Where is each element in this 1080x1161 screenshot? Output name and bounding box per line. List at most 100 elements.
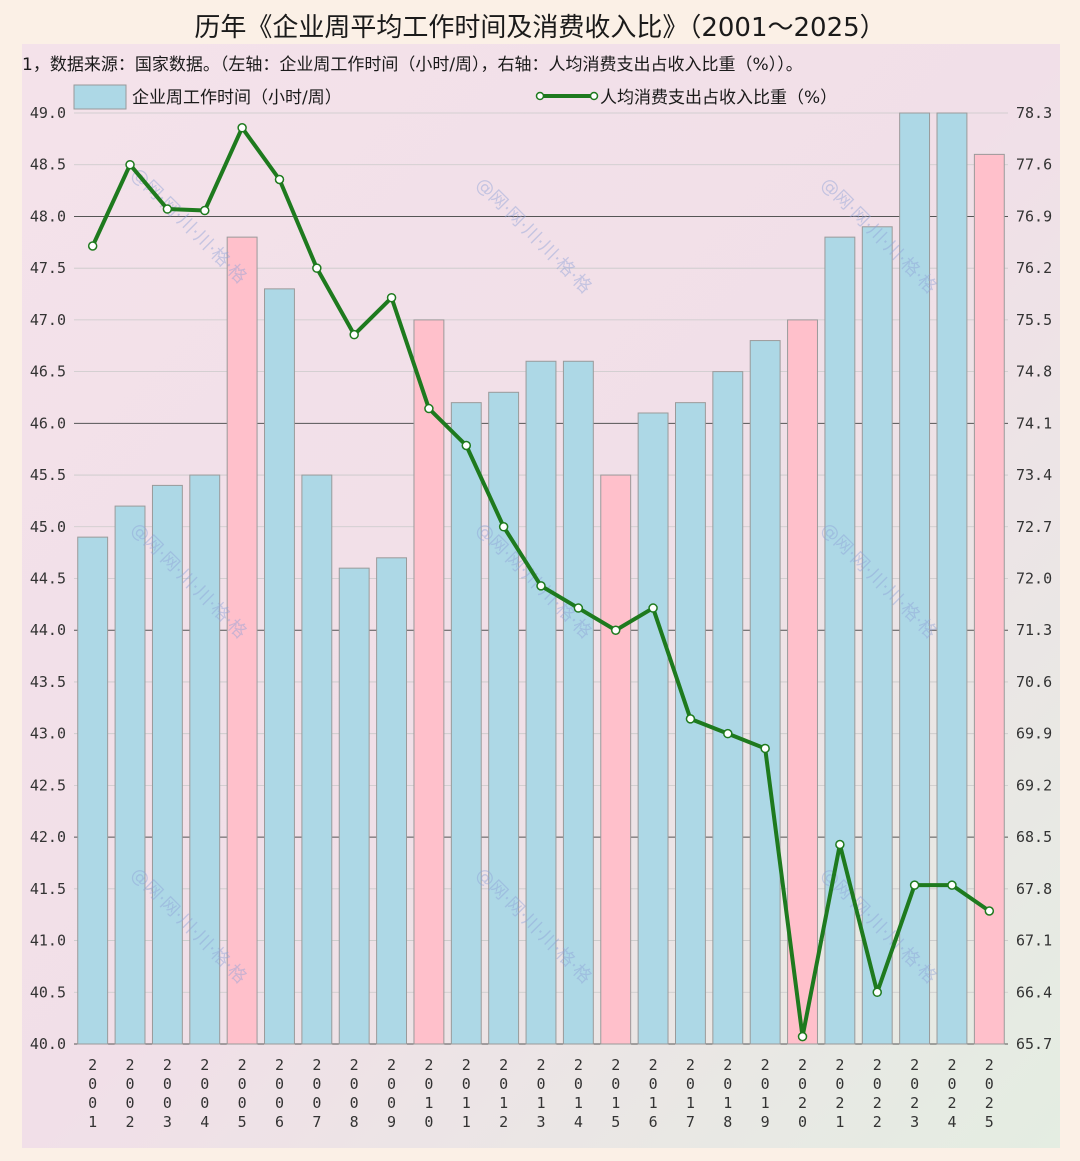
line-point-2006	[274, 174, 285, 185]
line-series	[87, 123, 995, 1042]
line-point-2015	[610, 625, 621, 635]
y-right-tick-label: 66.4	[1016, 983, 1052, 1001]
y-left-tick-label: 47.5	[30, 259, 66, 277]
y-left-tick-label: 44.0	[30, 621, 66, 639]
bar-2007	[301, 474, 333, 1045]
y-right-tick-label: 69.9	[1016, 725, 1052, 743]
bar-2009	[376, 557, 408, 1045]
y-left-tick-label: 41.5	[30, 880, 66, 898]
y-right-tick-label: 77.6	[1016, 156, 1052, 174]
line-point-2021	[835, 839, 845, 850]
bar-2022	[861, 226, 893, 1045]
bar-2002	[114, 505, 146, 1045]
chart-note: 1，数据来源：国家数据。（左轴：企业周工作时间（小时/周），右轴：人均消费支出占…	[22, 55, 803, 75]
line-point-2022	[872, 987, 882, 998]
line-point-2023	[909, 880, 920, 890]
y-left-tick-label: 43.5	[30, 673, 66, 691]
y-right-tick-label: 74.1	[1016, 414, 1052, 432]
line-point-2004	[200, 205, 210, 216]
legend-bar-swatch	[73, 84, 127, 110]
bar-series	[77, 112, 1005, 1045]
y-right-tick-label: 69.2	[1016, 776, 1052, 794]
y-right-tick-label: 70.6	[1016, 673, 1052, 691]
y-right-tick-label: 74.8	[1016, 363, 1052, 381]
bar-2018	[712, 371, 744, 1045]
line-point-2020	[797, 1031, 808, 1042]
line-point-2014	[573, 603, 584, 613]
bar-2004	[189, 474, 221, 1045]
y-right-tick-label: 76.9	[1016, 207, 1052, 225]
y-left-tick-label: 45.0	[30, 518, 66, 536]
bar-2012	[488, 391, 520, 1045]
line-point-2008	[349, 329, 359, 340]
y-right-tick-label: 72.7	[1016, 518, 1052, 536]
y-right-tick-label: 65.7	[1016, 1035, 1052, 1053]
line-point-2016	[648, 603, 658, 613]
y-left-tick-label: 41.0	[30, 932, 66, 950]
y-right-tick-label: 68.5	[1016, 828, 1052, 846]
line-point-2013	[536, 581, 546, 591]
line-point-2005	[237, 123, 247, 133]
legend-line-marker-left	[535, 91, 545, 101]
y-axis-right: 65.7 66.4 67.1 67.8 68.5 69.2 69.9 70.6 71.3 72.0…	[1016, 104, 1052, 1053]
line-point-2018	[723, 728, 733, 739]
line-point-2012	[498, 522, 509, 532]
y-right-tick-label: 67.8	[1016, 880, 1052, 898]
bar-2011	[450, 402, 482, 1045]
y-left-tick-label: 43.0	[30, 725, 66, 743]
line-point-2019	[760, 743, 770, 754]
bar-2006	[264, 288, 295, 1045]
y-right-tick-label: 73.4	[1016, 466, 1052, 484]
y-left-tick-label: 40.0	[30, 1035, 66, 1053]
bar-2005	[226, 236, 258, 1045]
y-left-tick-label: 47.0	[30, 311, 66, 329]
y-left-tick-label: 46.0	[30, 414, 66, 432]
bar-2010	[413, 319, 445, 1045]
line-point-2007	[312, 263, 322, 273]
line-point-2002	[125, 159, 135, 170]
bar-2019	[749, 340, 781, 1045]
y-left-tick-label: 46.5	[30, 363, 66, 381]
y-left-tick-label: 42.0	[30, 828, 66, 846]
line-point-2017	[685, 714, 696, 724]
bar-2008	[338, 567, 370, 1045]
y-left-tick-label: 44.5	[30, 570, 66, 588]
y-left-tick-label: 48.5	[30, 156, 66, 174]
y-left-tick-label: 45.5	[30, 466, 66, 484]
bar-2016	[637, 412, 669, 1045]
y-left-tick-label: 49.0	[30, 104, 66, 122]
y-right-tick-label: 75.5	[1016, 311, 1052, 329]
bar-2021	[824, 236, 856, 1045]
x-axis: 2 0 0 1 2 0 0 2 2 0 0 3 2 0 0 4 2 0 0 5 2 0 0 6 2 0 0 7 2 0 0 8 2 0 0 9 2 0 1 0…	[88, 1056, 994, 1131]
line-point-2011	[461, 440, 472, 451]
y-right-tick-label: 76.2	[1016, 259, 1052, 277]
bar-2020	[787, 319, 818, 1045]
y-left-tick-label: 40.5	[30, 983, 66, 1001]
legend: 企业周工作时间（小时/周） 人均消费支出占收入比重（%）	[73, 84, 837, 110]
y-left-tick-label: 42.5	[30, 776, 66, 794]
line-point-2010	[424, 403, 434, 414]
y-right-tick-label: 78.3	[1016, 104, 1052, 122]
bar-2015	[600, 474, 632, 1045]
bar-2025	[973, 153, 1005, 1045]
y-left-tick-label: 48.0	[30, 207, 66, 225]
